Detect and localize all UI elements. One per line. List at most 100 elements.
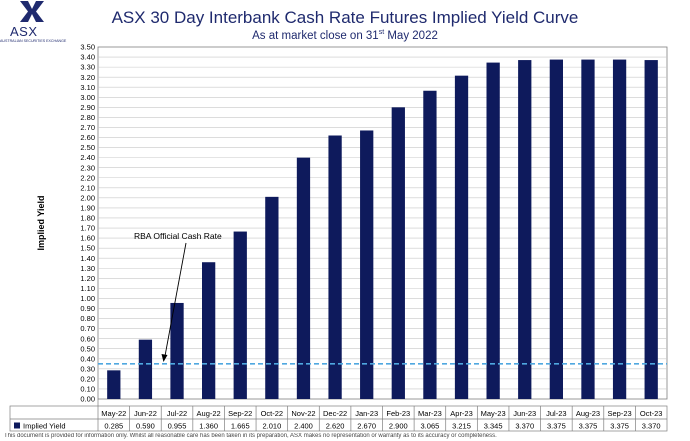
bar <box>391 107 405 399</box>
y-tick-label: 3.10 <box>80 83 95 92</box>
bar <box>170 302 184 399</box>
x-tick-label: Jan-23 <box>355 409 378 418</box>
data-table-value: 3.345 <box>484 422 503 431</box>
y-tick-label: 2.70 <box>80 123 95 132</box>
x-tick-label: Nov-22 <box>291 409 315 418</box>
logo-subtext: AUSTRALIAN SECURITIES EXCHANGE <box>0 39 67 43</box>
asx-logo <box>20 1 44 22</box>
y-tick-label: 1.00 <box>80 294 95 303</box>
chart-subtitle: As at market close on 31st May 2022 <box>0 29 690 42</box>
x-tick-label: Sep-23 <box>607 409 631 418</box>
y-tick-label: 2.10 <box>80 183 95 192</box>
bar <box>454 75 469 400</box>
x-tick-label: Aug-23 <box>576 409 600 418</box>
annotation-arrow-line <box>164 242 187 357</box>
legend-label: Implied Yield <box>23 422 66 431</box>
y-tick-label: 0.00 <box>80 395 95 404</box>
subtitle-sup: st <box>378 29 385 36</box>
x-tick-label: Jun-23 <box>513 409 536 418</box>
y-tick-label: 0.90 <box>80 304 95 313</box>
bar <box>549 59 563 399</box>
x-tick-label: Sep-22 <box>228 409 252 418</box>
chart-title: ASX 30 Day Interbank Cash Rate Futures I… <box>111 8 579 27</box>
y-tick-label: 3.00 <box>80 93 95 102</box>
x-tick-label: Apr-23 <box>450 409 473 418</box>
data-table-value: 3.375 <box>547 422 566 431</box>
y-axis-label: Implied Yield <box>36 195 46 250</box>
data-table-value: 3.375 <box>579 422 598 431</box>
data-table-value: 0.285 <box>104 422 123 431</box>
data-table-value: 2.010 <box>262 422 281 431</box>
x-tick-label: Jul-22 <box>167 409 187 418</box>
bar <box>328 135 342 399</box>
x-tick-label: May-22 <box>101 409 126 418</box>
x-tick-label: Oct-22 <box>261 409 284 418</box>
bar <box>138 339 153 399</box>
y-tick-label: 2.90 <box>80 103 95 112</box>
data-table-value: 0.590 <box>136 422 155 431</box>
data-table-value: 2.400 <box>294 422 313 431</box>
y-tick-label: 0.20 <box>80 374 95 383</box>
y-tick-label: 1.50 <box>80 244 95 253</box>
subtitle-prefix: As at market close on 31 <box>252 29 379 42</box>
y-tick-label: 1.90 <box>80 204 95 213</box>
annotation-arrow-head <box>161 354 168 362</box>
y-tick-label: 0.40 <box>80 354 95 363</box>
y-tick-label: 2.00 <box>80 193 95 202</box>
data-table-value: 3.370 <box>515 422 534 431</box>
data-table-value: 2.900 <box>389 422 408 431</box>
bar <box>644 60 658 400</box>
data-table <box>9 405 668 432</box>
y-tick-label: 1.10 <box>80 284 95 293</box>
bar <box>518 60 532 400</box>
x-tick-label: Aug-22 <box>197 409 221 418</box>
y-tick-label: 3.20 <box>80 73 95 82</box>
bar <box>486 62 500 400</box>
y-tick-label: 0.30 <box>80 364 95 373</box>
y-tick-label: 0.70 <box>80 324 95 333</box>
bar <box>233 231 247 399</box>
footnote: This document is provided for informatio… <box>4 433 497 439</box>
y-tick-label: 0.60 <box>80 334 95 343</box>
bar <box>296 157 311 399</box>
y-tick-label: 0.50 <box>80 344 95 353</box>
y-tick-label: 1.20 <box>80 274 95 283</box>
data-table-value: 3.370 <box>642 422 661 431</box>
bar <box>581 59 595 399</box>
subtitle-suffix: May 2022 <box>384 29 438 42</box>
x-tick-label: Mar-23 <box>418 409 442 418</box>
logo-text: ASX <box>10 24 38 39</box>
data-table-value: 1.360 <box>199 422 218 431</box>
asx-logo-mark <box>20 1 44 22</box>
data-table-value: 0.955 <box>168 422 187 431</box>
y-tick-label: 2.50 <box>80 143 95 152</box>
data-table-value: 3.375 <box>610 422 629 431</box>
x-tick-label: Feb-23 <box>386 409 410 418</box>
y-tick-label: 3.30 <box>80 63 95 72</box>
data-table-value: 1.665 <box>231 422 250 431</box>
data-table-value: 2.670 <box>357 422 376 431</box>
y-tick-label: 2.60 <box>80 133 95 142</box>
data-table-value: 3.215 <box>452 422 471 431</box>
bar <box>360 130 374 399</box>
x-tick-label: Oct-23 <box>640 409 663 418</box>
y-tick-label: 2.40 <box>80 153 95 162</box>
bar <box>423 90 437 400</box>
plot-area <box>97 46 668 400</box>
x-tick-label: May-23 <box>481 409 506 418</box>
y-tick-label: 1.40 <box>80 254 95 263</box>
y-tick-label: 0.10 <box>80 385 95 394</box>
y-tick-label: 2.20 <box>80 173 95 182</box>
bar <box>612 59 627 399</box>
y-tick-label: 1.60 <box>80 234 95 243</box>
y-tick-label: 2.30 <box>80 163 95 172</box>
bar <box>202 262 216 399</box>
y-tick-label: 3.50 <box>80 43 95 52</box>
legend-swatch <box>14 422 20 429</box>
data-table-value: 2.620 <box>326 422 345 431</box>
y-tick-label: 3.40 <box>80 53 95 62</box>
x-tick-label: Dec-22 <box>323 409 347 418</box>
x-tick-label: Jul-23 <box>546 409 566 418</box>
reference-line-label: RBA Official Cash Rate <box>134 231 222 241</box>
